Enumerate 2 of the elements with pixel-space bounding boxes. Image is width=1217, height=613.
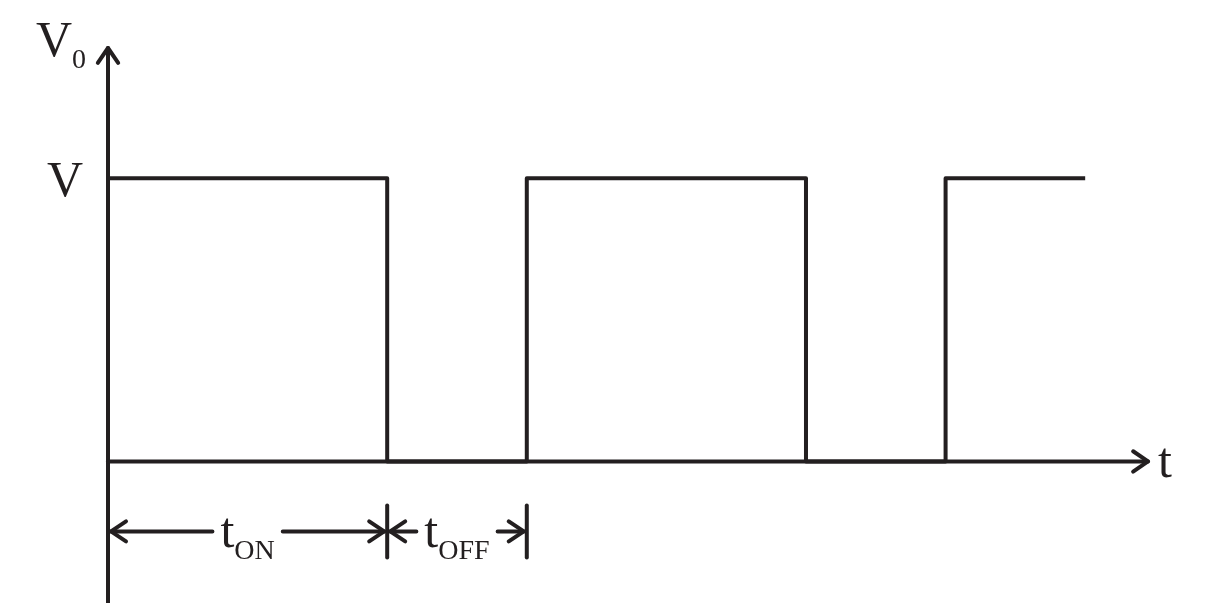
x-axis-title: t [1158,432,1172,489]
text: V [46,151,83,208]
